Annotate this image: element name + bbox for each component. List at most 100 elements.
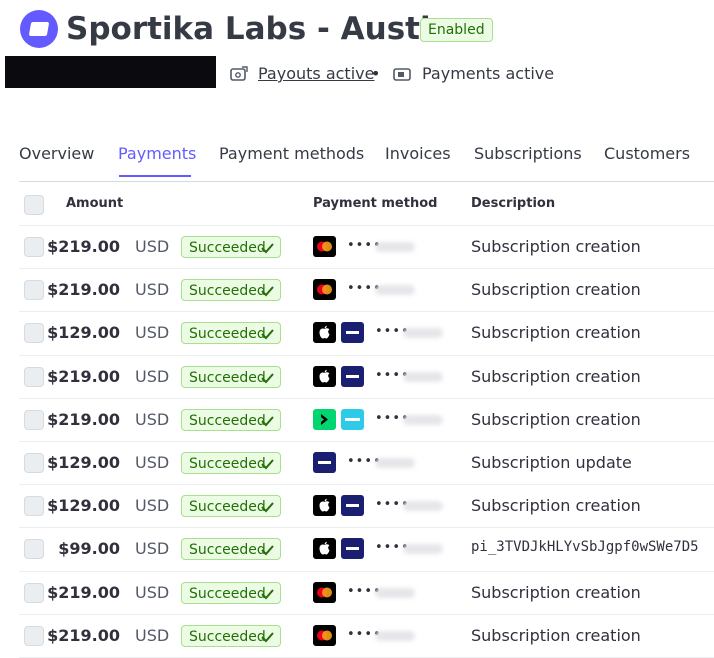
visa-icon xyxy=(341,322,364,344)
redacted-digits xyxy=(375,242,415,252)
row-checkbox[interactable] xyxy=(24,410,44,430)
row-checkbox[interactable] xyxy=(24,367,44,387)
redacted-digits xyxy=(403,501,443,511)
description: Subscription update xyxy=(471,453,632,472)
description: pi_3TVDJkHLYvSbJgpf0wSWe7D5 xyxy=(471,539,699,555)
redacted-digits xyxy=(403,415,443,425)
row-divider xyxy=(19,398,714,399)
check-icon xyxy=(261,329,274,340)
redacted-digits xyxy=(403,544,443,554)
check-icon xyxy=(261,243,274,254)
mastercard-icon xyxy=(313,581,336,603)
row-checkbox[interactable] xyxy=(24,626,44,646)
status-badge: Succeeded xyxy=(181,236,281,258)
row-checkbox[interactable] xyxy=(24,453,44,473)
description: Subscription creation xyxy=(471,323,641,342)
currency: USD xyxy=(135,453,170,472)
status-badge: Succeeded xyxy=(181,582,281,604)
description: Subscription creation xyxy=(471,237,641,256)
status-badge: Succeeded xyxy=(181,452,281,474)
status-badge: Succeeded xyxy=(181,366,281,388)
apple-pay-icon xyxy=(313,538,336,560)
row-divider xyxy=(19,225,714,226)
description: Subscription creation xyxy=(471,583,641,602)
card-mask: •••• xyxy=(347,238,382,253)
visa-icon xyxy=(313,452,336,473)
tab[interactable]: Invoices xyxy=(385,144,451,163)
row-divider xyxy=(19,484,714,485)
status-badge: Succeeded xyxy=(181,409,281,431)
tab[interactable]: Subscriptions xyxy=(474,144,582,163)
payouts-icon xyxy=(230,66,248,81)
check-icon xyxy=(261,545,274,556)
check-icon xyxy=(261,416,274,427)
status-badge: Enabled xyxy=(420,18,493,42)
amount: $219.00 xyxy=(47,410,120,429)
select-all-checkbox[interactable] xyxy=(24,195,44,215)
row-checkbox[interactable] xyxy=(24,323,44,343)
column-header: Description xyxy=(471,196,556,211)
tab[interactable]: Customers xyxy=(604,144,691,163)
row-divider xyxy=(19,441,714,442)
row-divider xyxy=(19,311,714,312)
visa-icon xyxy=(341,365,364,387)
card-mask: •••• xyxy=(347,454,382,469)
payments-status: Payments active xyxy=(422,64,555,83)
apple-pay-icon xyxy=(313,365,336,387)
check-icon xyxy=(261,459,274,470)
check-icon xyxy=(261,502,274,513)
amex-icon xyxy=(341,408,364,430)
tab[interactable]: Payment methods xyxy=(219,144,365,163)
visa-icon xyxy=(341,538,364,560)
link-icon xyxy=(313,408,336,430)
row-divider xyxy=(19,527,714,528)
account-icon xyxy=(20,10,58,48)
redaction xyxy=(5,56,216,88)
redacted-digits xyxy=(375,285,415,295)
status-badge: Succeeded xyxy=(181,625,281,647)
currency: USD xyxy=(135,237,170,256)
check-icon xyxy=(261,632,274,643)
description: Subscription creation xyxy=(471,410,641,429)
redacted-digits xyxy=(375,458,415,468)
payouts-link[interactable]: Payouts active xyxy=(258,64,375,83)
mastercard-icon xyxy=(313,624,336,646)
currency: USD xyxy=(135,323,170,342)
amount: $219.00 xyxy=(47,280,120,299)
status-badge: Succeeded xyxy=(181,495,281,517)
redacted-digits xyxy=(375,588,415,598)
tab[interactable]: Payments xyxy=(118,144,197,163)
card-mask: •••• xyxy=(347,281,382,296)
visa-icon xyxy=(341,495,364,517)
currency: USD xyxy=(135,496,170,515)
description: Subscription creation xyxy=(471,280,641,299)
card-mask: •••• xyxy=(375,411,410,426)
currency: USD xyxy=(135,367,170,386)
column-header: Payment method xyxy=(313,196,438,211)
redacted-digits xyxy=(403,328,443,338)
column-header: Amount xyxy=(66,196,124,211)
tab[interactable]: Overview xyxy=(19,144,95,163)
currency: USD xyxy=(135,626,170,645)
row-divider xyxy=(19,614,714,615)
currency: USD xyxy=(135,539,170,558)
payments-icon xyxy=(393,68,411,81)
card-mask: •••• xyxy=(375,368,410,383)
apple-pay-icon xyxy=(313,322,336,344)
row-checkbox[interactable] xyxy=(24,496,44,516)
account-title: Sportika Labs - Austin xyxy=(66,11,453,47)
row-checkbox[interactable] xyxy=(24,583,44,603)
tabs-border xyxy=(19,181,714,182)
row-checkbox[interactable] xyxy=(24,280,44,300)
row-checkbox[interactable] xyxy=(24,237,44,257)
description: Subscription creation xyxy=(471,367,641,386)
card-mask: •••• xyxy=(375,324,410,339)
row-divider xyxy=(19,268,714,269)
row-checkbox[interactable] xyxy=(24,539,44,559)
currency: USD xyxy=(135,583,170,602)
status-badge: Succeeded xyxy=(181,538,281,560)
redacted-digits xyxy=(375,631,415,641)
status-badge: Succeeded xyxy=(181,279,281,301)
amount: $219.00 xyxy=(47,237,120,256)
mastercard-icon xyxy=(313,236,336,257)
